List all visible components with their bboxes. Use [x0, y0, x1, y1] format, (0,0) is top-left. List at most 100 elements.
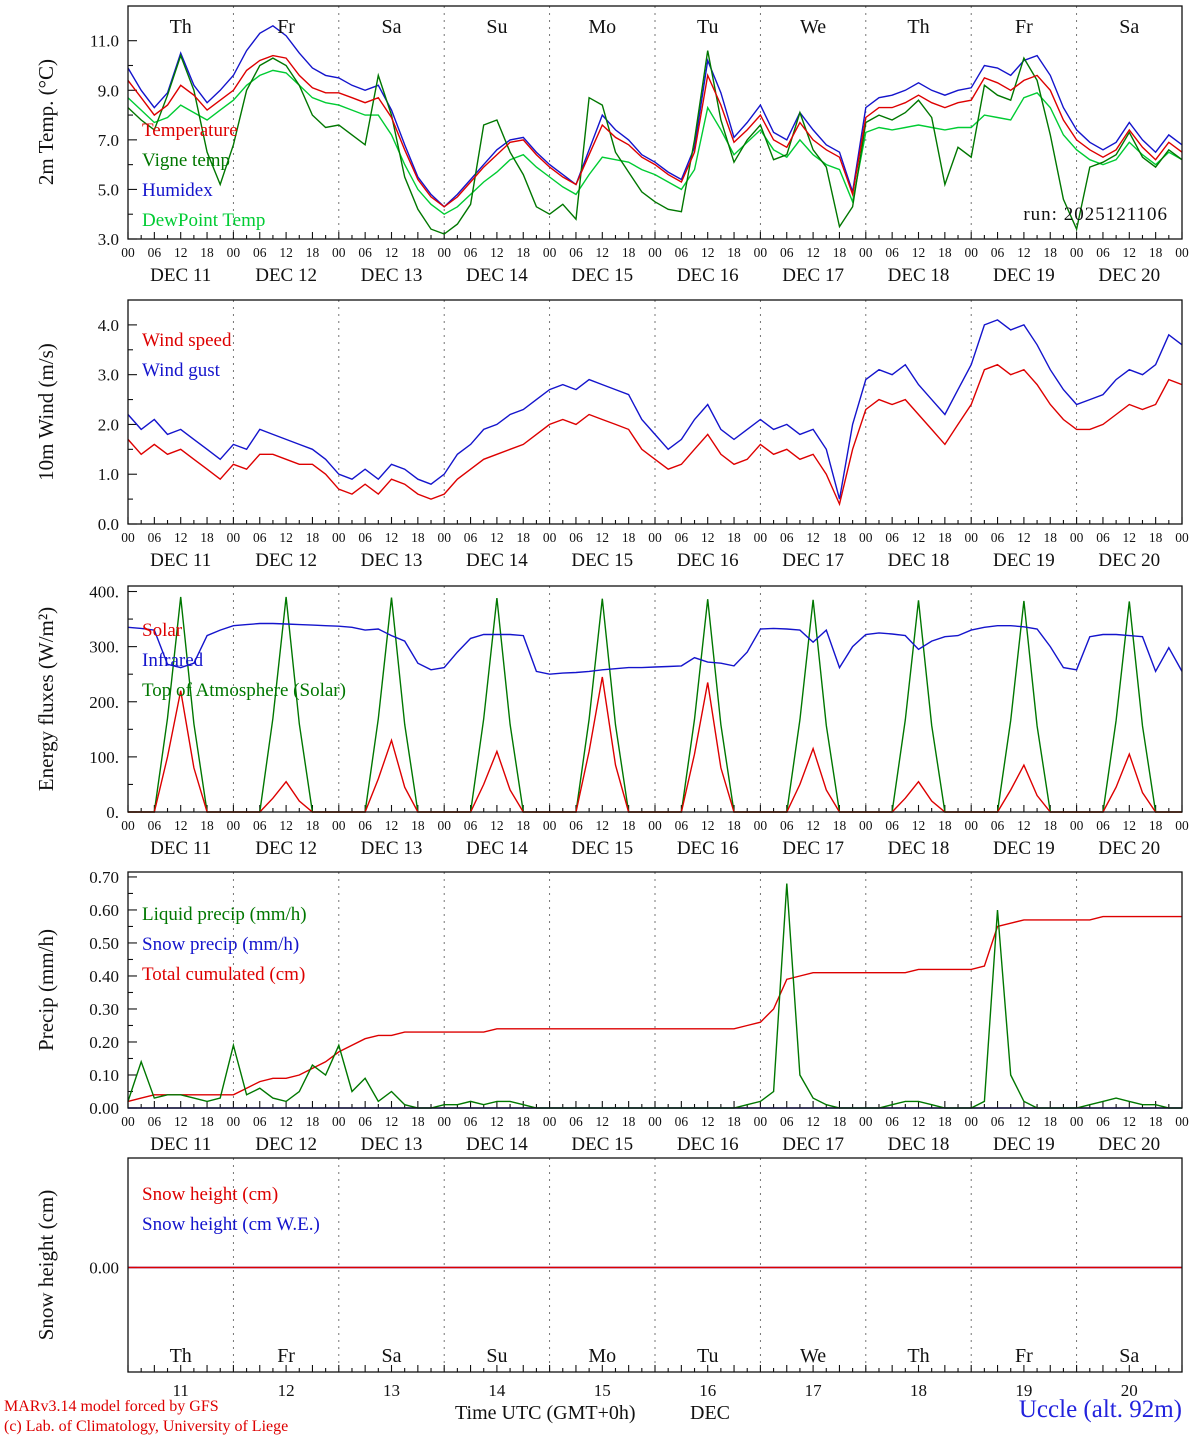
- hour-label: 18: [411, 530, 425, 545]
- hour-label: 12: [806, 530, 820, 545]
- date-label: DEC 18: [888, 550, 950, 571]
- plot-frame: [127, 585, 1183, 813]
- hour-label: 12: [701, 530, 715, 545]
- hour-label: 00: [964, 245, 978, 260]
- hour-label: 06: [464, 530, 478, 545]
- date-label: DEC 18: [888, 838, 950, 859]
- plot-frame: [127, 1157, 1183, 1373]
- hour-label: 06: [148, 245, 162, 260]
- hour-label: 06: [148, 818, 162, 833]
- date-label: DEC 14: [466, 1134, 528, 1155]
- hour-label: 06: [885, 818, 899, 833]
- hour-label: 12: [385, 245, 399, 260]
- hour-label: 12: [385, 818, 399, 833]
- hour-label: 12: [174, 530, 188, 545]
- hour-label: 06: [358, 1114, 372, 1129]
- day-name-label: We: [800, 16, 826, 38]
- date-label: DEC 11: [150, 265, 211, 286]
- day-number-label: 18: [910, 1381, 927, 1400]
- day-name-label: Tu: [697, 1345, 719, 1367]
- hour-label: 12: [596, 530, 610, 545]
- hour-label: 18: [622, 245, 636, 260]
- y-tick-label: 0.10: [89, 1066, 119, 1085]
- hour-label: 06: [780, 530, 794, 545]
- hour-label: 06: [253, 530, 267, 545]
- day-number-label: 19: [1015, 1381, 1032, 1400]
- date-label: DEC 20: [1098, 265, 1160, 286]
- legend-item-solar: Solar: [142, 620, 183, 641]
- wind-axis-title: 10m Wind (m/s): [34, 343, 58, 481]
- legend-item-temperature: Temperature: [142, 120, 238, 141]
- hour-label: 00: [859, 1114, 873, 1129]
- y-tick-label: 0.20: [89, 1033, 119, 1052]
- hour-label: 00: [121, 245, 135, 260]
- hour-label: 00: [964, 530, 978, 545]
- hour-label: 06: [253, 245, 267, 260]
- hour-label: 12: [596, 818, 610, 833]
- date-label: DEC 19: [993, 265, 1055, 286]
- hour-label: 18: [517, 245, 531, 260]
- hour-label: 12: [701, 245, 715, 260]
- date-label: DEC 12: [255, 838, 317, 859]
- day-name-label: Th: [170, 16, 192, 38]
- y-tick-label: 0.0: [98, 515, 119, 534]
- hour-label: 00: [121, 818, 135, 833]
- date-label: DEC 20: [1098, 550, 1160, 571]
- y-tick-label: 1.0: [98, 465, 119, 484]
- hour-label: 18: [1149, 818, 1163, 833]
- hour-label: 12: [1017, 245, 1031, 260]
- series-humidex: [127, 24, 1183, 208]
- hour-label: 00: [648, 530, 662, 545]
- hour-label: 18: [200, 530, 214, 545]
- hour-label: 12: [912, 818, 926, 833]
- hour-label: 18: [306, 1114, 320, 1129]
- hour-label: 18: [1044, 530, 1058, 545]
- hour-label: 18: [622, 1114, 636, 1129]
- date-label: DEC 15: [571, 550, 633, 571]
- day-number-label: 15: [594, 1381, 611, 1400]
- legend-item-toa-solar: Top of Atmosphere (Solar): [142, 680, 346, 701]
- y-tick-label: 3.0: [98, 366, 119, 385]
- date-label: DEC 16: [677, 550, 739, 571]
- temp-axis-title: 2m Temp. (°C): [34, 58, 58, 186]
- hour-label: 18: [411, 1114, 425, 1129]
- date-label: DEC 12: [255, 1134, 317, 1155]
- hour-label: 06: [1096, 530, 1110, 545]
- hour-label: 12: [596, 1114, 610, 1129]
- hour-label: 12: [1017, 818, 1031, 833]
- hour-label: 18: [833, 818, 847, 833]
- hour-label: 00: [859, 530, 873, 545]
- plot-frame: [127, 299, 1183, 525]
- date-label: DEC 15: [571, 265, 633, 286]
- hour-label: 18: [200, 245, 214, 260]
- y-tick-label: 0.60: [89, 901, 119, 920]
- hour-label: 00: [332, 245, 346, 260]
- hour-label: 00: [227, 530, 241, 545]
- hour-label: 18: [517, 1114, 531, 1129]
- hour-label: 12: [385, 1114, 399, 1129]
- date-label: DEC 14: [466, 265, 528, 286]
- y-tick-label: 7.0: [98, 131, 119, 150]
- date-label: DEC 17: [782, 1134, 844, 1155]
- day-name-label: Mo: [588, 16, 616, 38]
- hour-label: 06: [675, 818, 689, 833]
- day-name-label: Tu: [697, 16, 719, 38]
- y-tick-label: 0.: [106, 803, 119, 822]
- hour-label: 06: [991, 245, 1005, 260]
- day-number-label: 17: [805, 1381, 823, 1400]
- hour-label: 18: [411, 245, 425, 260]
- date-label: DEC 14: [466, 550, 528, 571]
- day-number-label: 16: [699, 1381, 716, 1400]
- y-tick-label: 5.0: [98, 180, 119, 199]
- plot-frame: [127, 5, 1183, 240]
- hour-label: 06: [1096, 818, 1110, 833]
- date-label: DEC 11: [150, 1134, 211, 1155]
- y-tick-label: 200.: [89, 693, 119, 712]
- hour-label: 12: [279, 1114, 293, 1129]
- legend-item-vigne-temp: Vigne temp: [142, 150, 231, 171]
- hour-label: 18: [938, 818, 952, 833]
- y-tick-label: 0.30: [89, 1000, 119, 1019]
- hour-label: 00: [227, 245, 241, 260]
- date-label: DEC 15: [571, 1134, 633, 1155]
- series-dewpoint-temp: [127, 69, 1183, 216]
